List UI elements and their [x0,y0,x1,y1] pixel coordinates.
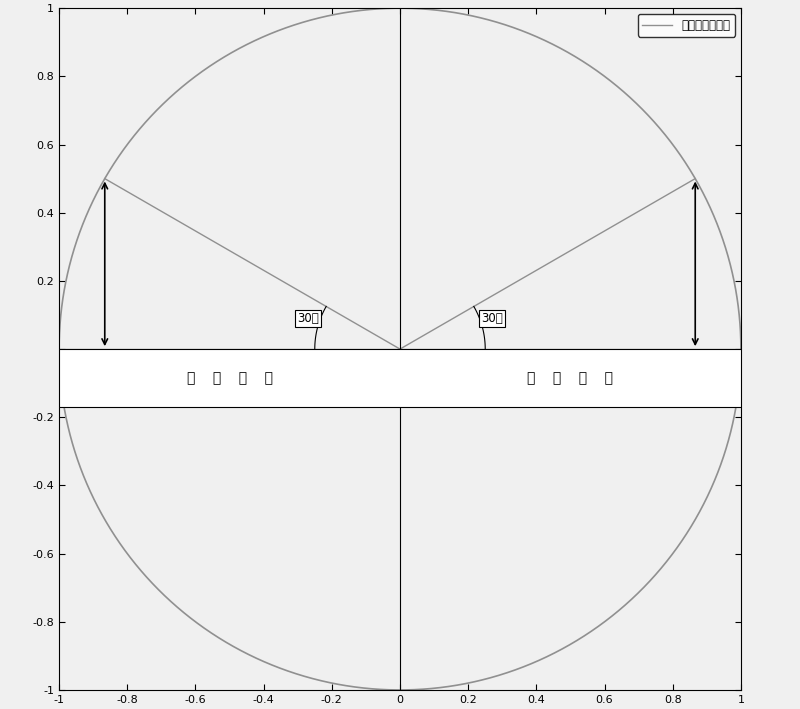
Text: 直    线    扫    描: 直 线 扫 描 [186,371,273,385]
Text: 30度: 30度 [297,312,319,325]
Text: 30度: 30度 [481,312,503,325]
Legend: 圆周运动示意图: 圆周运动示意图 [638,14,735,37]
Text: 有    效    路    径: 有 效 路 径 [527,371,614,385]
Bar [59,349,741,407]
